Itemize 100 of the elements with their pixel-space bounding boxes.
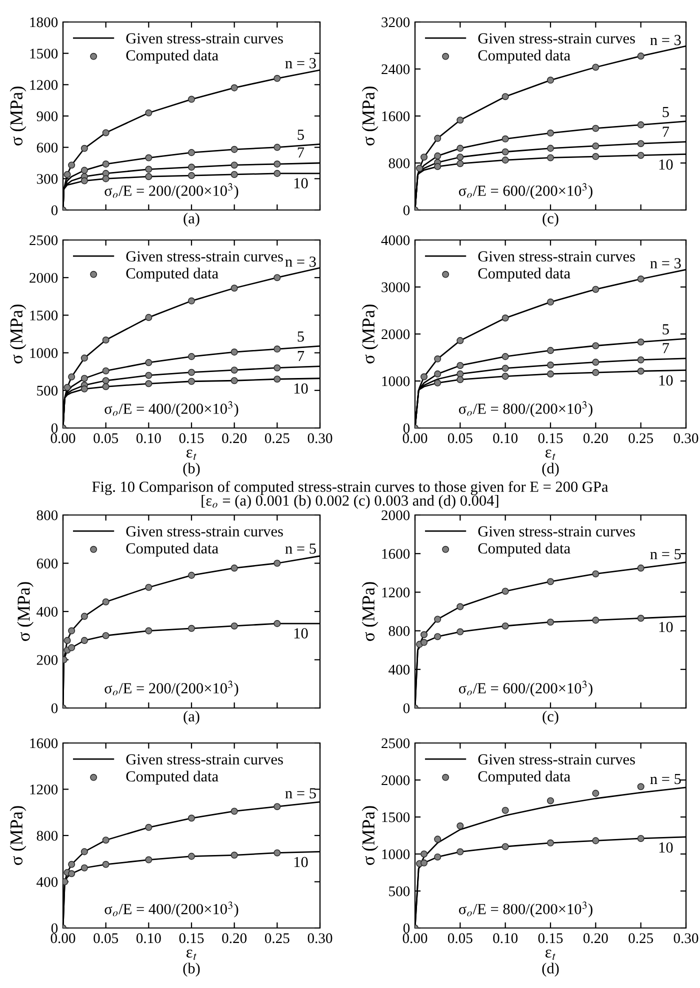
x-tick-label: 0.25 [628,433,654,444]
legend-label: Given stress-strain curves [126,251,283,262]
y-tick-label: 1600 [382,111,410,122]
annotation: σ$_{o}$/E = 800/(200×10$^{3}$) [458,401,592,418]
annotation: σ$_{o}$/E = 600/(200×10$^{3}$) [458,183,592,200]
annotation: 5 [662,107,669,118]
annotation: 10 [659,159,673,170]
y-tick-label: 1200 [382,588,410,598]
x-tick-label: 0.30 [308,933,332,944]
legend-label: Given stress-strain curves [126,526,283,537]
x-tick-label: 0.30 [308,433,332,444]
y-tick-label: 800 [36,510,58,520]
x-tick-label: 0.20 [222,933,247,944]
annotation: σ$_{o}$/E = 400/(200×10$^{3}$) [104,901,238,918]
annotation: n = 5 [285,788,316,798]
legend-label: Computed data [126,770,218,785]
legend-label: Given stress-strain curves [478,33,635,44]
x-tick-label: 0.30 [674,933,698,944]
x-tick-label: 0.15 [538,433,563,444]
y-tick-label: 200 [36,655,58,665]
y-tick-label: 2000 [382,775,410,786]
y-tick-label: 2000 [382,329,410,340]
y-tick-label: 0 [51,205,58,216]
caption: Fig. 10 Comparison of computed stress-strain curves to those given for E = 200 GPa [92,481,608,496]
text: [ε$_{o}$ = (a) 0.001 (b) 0.002 (c) 0.003 and (d) 0.004] [202,495,498,509]
y-tick-label: 300 [36,174,58,184]
y-tick-label: 500 [37,386,58,396]
y-tick-label: 1800 [30,17,58,28]
annotation: 10 [659,842,673,853]
y-axis-title: σ (MPa) [10,806,26,866]
legend-label: Computed data [478,268,570,282]
x-tick-label: 0.20 [583,433,608,444]
y-tick-label: 0 [403,923,410,934]
y-tick-label: 1500 [30,48,58,59]
y-tick-label: 800 [388,626,410,636]
legend-label: Computed data [126,50,218,64]
y-tick-label: 1000 [382,376,410,386]
y-axis-title: σ (MPa) [362,86,378,146]
y-tick-label: 1000 [382,849,410,860]
annotation: 7 [662,343,670,354]
y-tick-label: 2000 [30,272,58,283]
x-tick-label: 0.10 [493,933,518,944]
annotation: σ$_{o}$/E = 800/(200×10$^{3}$) [458,901,592,918]
x-tick-label: 0.20 [583,933,608,944]
y-tick-label: 3200 [382,17,410,28]
x-tick-label: 0.25 [628,933,654,944]
text: (d) [542,462,559,477]
annotation: 7 [298,351,304,362]
y-tick-label: 400 [36,606,58,617]
annotation: n = 3 [285,256,316,267]
x-tick-label: 0.20 [222,433,247,444]
annotation: 7 [298,147,304,158]
annotation: σ$_{o}$/E = 600/(200×10$^{3}$) [458,680,592,697]
y-tick-label: 3000 [382,282,410,292]
annotation: 10 [294,383,308,394]
y-tick-label: 1000 [30,348,58,358]
annotation: σ$_{o}$/E = 200/(200×10$^{3}$) [104,680,238,697]
y-tick-label: 0 [403,205,410,216]
annotation: 10 [294,628,308,638]
legend-label: Computed data [126,542,218,557]
y-axis-title: σ (MPa) [362,304,378,364]
text: (c) [542,710,558,725]
x-tick-label: 0.15 [538,933,563,944]
y-axis-title: σ (MPa) [17,582,34,642]
text: (b) [183,462,200,477]
x-tick-label: 0.05 [94,433,118,444]
annotation: n = 5 [650,549,681,560]
x-tick-label: 0.05 [94,933,118,944]
x-axis-title: ε$_{t}$ [186,450,197,460]
annotation: 5 [662,324,669,334]
annotation: 7 [662,126,670,137]
annotation: 5 [298,332,304,342]
y-tick-label: 2000 [382,510,410,520]
y-axis-title: σ (MPa) [362,806,378,866]
x-tick-label: 0.15 [179,933,204,944]
y-tick-label: 400 [388,664,410,675]
legend-label: Computed data [126,268,218,282]
text: (a) [184,212,200,227]
x-axis-title: ε$_{t}$ [545,450,556,460]
text: (d) [542,962,559,977]
text: (a) [184,710,200,725]
y-axis-title: σ (MPa) [10,304,26,364]
annotation: n = 3 [285,58,316,68]
x-axis-title: ε$_{t}$ [186,950,197,960]
y-tick-label: 0 [403,703,410,714]
x-tick-label: 0.00 [402,933,428,944]
x-tick-label: 0.25 [264,933,290,944]
y-tick-label: 600 [36,142,58,153]
x-tick-label: 0.10 [136,433,161,444]
y-axis-title: σ (MPa) [362,582,378,642]
y-tick-label: 0 [51,923,58,934]
x-tick-label: 0.15 [179,433,204,444]
annotation: n = 5 [285,544,316,554]
legend-label: Given stress-strain curves [126,33,283,44]
annotation: σ$_{o}$/E = 400/(200×10$^{3}$) [104,401,238,418]
text: (b) [183,962,200,977]
y-tick-label: 4000 [381,235,410,246]
x-tick-label: 0.00 [402,433,428,444]
legend-label: Given stress-strain curves [478,754,635,765]
legend-label: Computed data [478,50,570,64]
